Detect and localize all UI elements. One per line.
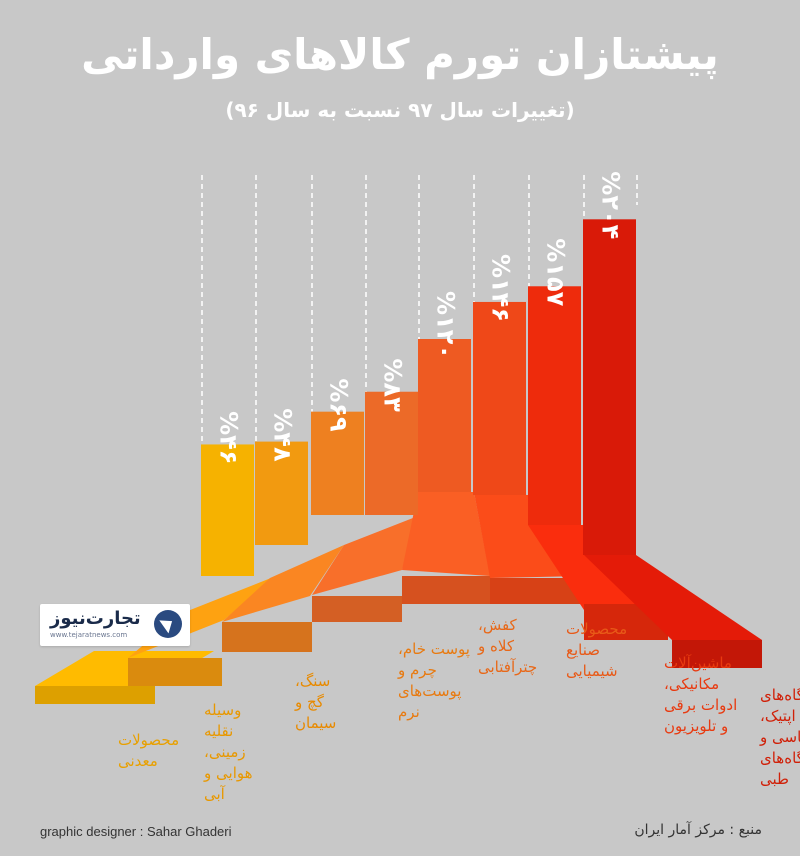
category-label: پوست‌های <box>398 682 461 701</box>
category-label: اپتیک، <box>760 707 796 726</box>
category-label: محصولات <box>118 731 179 749</box>
brand-logo[interactable]: تجارت‌نیوز www.tejaratnews.com <box>40 604 190 646</box>
category-label: ماشین‌آلات <box>664 654 732 672</box>
data-source: منبع : مرکز آمار ایران <box>634 822 762 838</box>
bar <box>201 444 254 576</box>
ribbon-top <box>584 555 762 640</box>
ribbon-front <box>222 622 312 652</box>
ribbon-top <box>312 516 418 595</box>
category-label: پوست خام، <box>398 640 470 659</box>
ribbon-top <box>222 545 344 622</box>
category-label: وسیله <box>204 701 241 719</box>
bar <box>583 219 636 556</box>
bar-value-label: %۶۹ <box>325 378 353 432</box>
category-label: هوایی و <box>203 764 253 782</box>
bar-value-label: %۴۶ <box>215 411 243 464</box>
logo-name: تجارت‌نیوز <box>50 608 141 629</box>
ribbon-front <box>402 576 490 604</box>
bar <box>365 391 418 515</box>
bar-value-label: %۱۵۷ <box>542 238 570 306</box>
bar-value-label: %۸۳ <box>379 358 407 412</box>
ribbon-top <box>402 492 490 576</box>
ribbon-front <box>35 686 155 704</box>
category-label: مکانیکی، <box>664 675 719 693</box>
category-label: دستگاه‌های <box>760 749 800 767</box>
bar <box>311 411 364 515</box>
category-label: و تلویزیون <box>664 717 728 735</box>
bar <box>473 301 526 495</box>
category-label: سیمان <box>295 714 336 732</box>
ribbon-front <box>312 596 402 622</box>
category-label: چترآفتابی <box>478 658 537 676</box>
bar-value-label: %۱۲۰ <box>432 291 460 359</box>
bar-value-label: %۲۰۴ <box>597 171 625 239</box>
category-label: عکاسی و <box>759 728 800 746</box>
category-label: کفش، <box>478 616 518 634</box>
bar <box>528 286 581 525</box>
category-label: محصولات <box>566 620 627 638</box>
bar-value-label: %۱۴۶ <box>487 254 515 322</box>
designer-credit: graphic designer : Sahar Ghaderi <box>40 824 232 839</box>
ribbon-front <box>490 578 584 604</box>
chart-title: پیشتازان تورم کالاهای وارداتی <box>81 30 719 79</box>
bar <box>418 339 471 492</box>
category-label: نرم <box>398 703 420 721</box>
chart-subtitle: (تغییرات سال ۹۷ نسبت به سال ۹۶) <box>225 98 575 122</box>
category-label: زمینی، <box>204 743 246 761</box>
category-label: گچ و <box>294 693 325 711</box>
category-label: دستگاه‌های <box>760 686 800 704</box>
bar-value-label: %۴۸ <box>269 408 297 462</box>
category-label: چرم و <box>397 661 437 679</box>
logo-url: www.tejaratnews.com <box>50 631 128 639</box>
bar <box>255 441 308 545</box>
tejarat-news-logo-icon <box>154 610 182 638</box>
ribbon-front <box>672 640 762 668</box>
category-label: ادوات برقی <box>664 696 737 714</box>
category-label: صنایع <box>566 641 600 659</box>
category-label: شیمیایی <box>566 662 618 680</box>
category-label: طبی <box>760 770 789 788</box>
category-label: سنگ، <box>295 672 330 690</box>
category-label: معدنی <box>118 752 158 770</box>
category-label: کلاه و <box>477 637 515 655</box>
category-label: نقلیه <box>204 722 233 740</box>
ribbon-front <box>128 658 222 686</box>
category-label: آبی <box>204 785 226 803</box>
